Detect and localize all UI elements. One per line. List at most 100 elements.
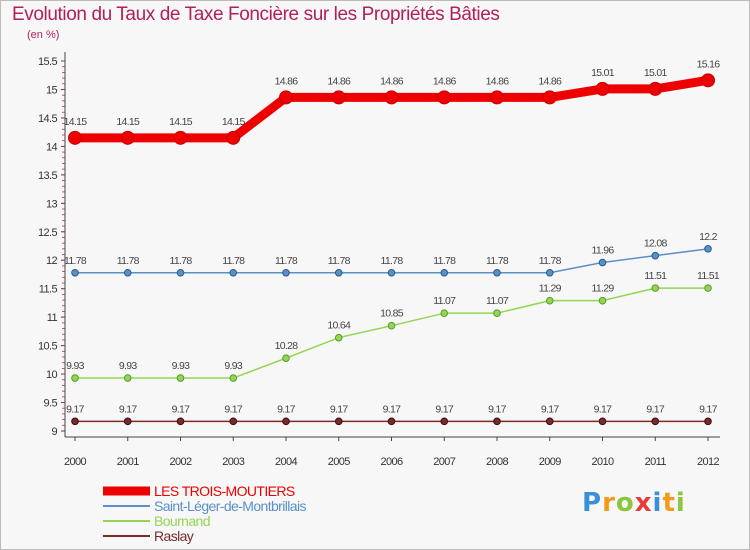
legend-label: Raslay xyxy=(154,528,194,544)
data-label: 12.08 xyxy=(644,238,668,250)
y-tick-label: 14 xyxy=(46,141,58,153)
data-point xyxy=(71,268,79,277)
data-label: 14.86 xyxy=(380,75,404,87)
series-line xyxy=(75,75,709,143)
data-point xyxy=(123,268,132,277)
x-tick-label: 2009 xyxy=(539,456,562,468)
data-point xyxy=(598,258,607,267)
data-label: 9.93 xyxy=(172,360,190,372)
data-label: 9.17 xyxy=(488,403,506,415)
data-point xyxy=(384,90,399,105)
data-label: 14.15 xyxy=(169,116,193,128)
data-point xyxy=(282,417,290,426)
data-point xyxy=(176,268,185,277)
x-tick-label: 2005 xyxy=(328,456,351,468)
data-label: 11.78 xyxy=(486,255,509,267)
data-point xyxy=(282,268,290,277)
y-tick-label: 9.5 xyxy=(44,398,58,410)
data-point xyxy=(176,374,185,382)
data-point xyxy=(440,309,449,317)
logo-letter: i xyxy=(652,488,663,518)
x-tick-label: 2011 xyxy=(645,456,667,468)
legend-label: Bournand xyxy=(154,513,210,529)
data-label: 14.15 xyxy=(64,116,88,128)
data-point xyxy=(493,417,501,426)
data-label: 14.86 xyxy=(275,75,299,87)
x-tick-label: 2006 xyxy=(380,456,403,468)
logo-letter: i xyxy=(675,488,686,518)
data-point xyxy=(331,90,346,105)
data-point xyxy=(542,90,557,105)
y-tick-label: 15 xyxy=(46,84,58,96)
data-point xyxy=(493,309,501,317)
x-tick-label: 2007 xyxy=(433,456,456,468)
data-label: 11.07 xyxy=(433,295,456,307)
legend-label: Saint-Léger-de-Montbrillais xyxy=(154,498,306,514)
data-label: 14.15 xyxy=(222,116,246,128)
data-point xyxy=(545,268,554,277)
y-tick-label: 13.5 xyxy=(38,170,57,182)
data-point xyxy=(282,354,290,362)
data-point xyxy=(173,130,188,145)
data-label: 14.86 xyxy=(486,75,510,87)
data-point xyxy=(595,81,610,96)
data-point xyxy=(704,284,712,292)
data-point xyxy=(651,417,660,426)
data-label: 11.78 xyxy=(117,255,140,267)
data-label: 14.86 xyxy=(327,75,351,87)
data-label: 9.17 xyxy=(172,403,190,415)
data-point xyxy=(279,90,293,105)
data-point xyxy=(440,417,449,426)
logo-letter: t xyxy=(662,488,676,518)
data-point xyxy=(71,417,79,426)
data-label: 11.78 xyxy=(328,255,351,267)
data-label: 9.17 xyxy=(541,403,559,415)
x-tick-label: 2008 xyxy=(486,456,509,468)
data-label: 11.78 xyxy=(170,255,193,267)
legend-label: LES TROIS-MOUTIERS xyxy=(154,483,295,499)
data-label: 11.51 xyxy=(697,270,720,282)
chart-title: Evolution du Taux de Taxe Foncière sur l… xyxy=(12,4,500,25)
data-point xyxy=(387,268,396,277)
data-point xyxy=(437,90,452,105)
series-4: 9.17 9.17 9.17 9.17 9.17 9.17 9.17 9.17 9.17 9.17… xyxy=(66,403,718,426)
data-point xyxy=(490,90,504,105)
x-tick-label: 2010 xyxy=(591,456,614,468)
data-point xyxy=(123,417,132,426)
data-label: 9.17 xyxy=(119,403,137,415)
data-label: 10.85 xyxy=(380,308,404,320)
x-tick-label: 2002 xyxy=(169,456,192,468)
logo-letter: P xyxy=(582,488,603,518)
series-line xyxy=(75,287,708,379)
y-tick-label: 12.5 xyxy=(38,227,57,239)
data-point xyxy=(545,417,554,426)
data-point xyxy=(704,245,712,253)
data-label: 11.78 xyxy=(381,255,404,267)
series-2: 11.78 11.78 11.78 11.78 11.78 11.78 11.78 11.78… xyxy=(64,231,718,277)
data-label: 9.17 xyxy=(224,403,242,415)
y-tick-label: 11.5 xyxy=(39,284,58,296)
data-label: 15.01 xyxy=(644,67,668,79)
proxiti-logo: Proxiti xyxy=(582,488,686,518)
y-tick-label: 10 xyxy=(46,369,58,381)
data-label: 14.15 xyxy=(116,116,140,128)
data-point xyxy=(387,321,396,330)
data-point xyxy=(651,284,660,292)
data-label: 9.93 xyxy=(66,360,84,372)
data-label: 9.17 xyxy=(383,403,401,415)
data-label: 9.17 xyxy=(435,403,453,415)
data-label: 9.17 xyxy=(646,403,664,415)
logo-letter: x xyxy=(634,488,653,518)
data-point xyxy=(68,130,82,145)
data-point xyxy=(229,374,238,382)
series-3: 9.93 9.93 9.93 9.93 10.28 10.64 10.85 11.07 11.0… xyxy=(66,270,721,382)
data-point xyxy=(387,417,396,426)
data-label: 9.17 xyxy=(699,403,717,415)
data-label: 11.78 xyxy=(275,255,298,267)
data-label: 14.86 xyxy=(433,75,457,87)
data-label: 11.51 xyxy=(644,270,667,282)
chart-unit-label: (en %) xyxy=(27,29,60,41)
logo-letter: o xyxy=(615,488,635,518)
data-point xyxy=(71,374,79,382)
